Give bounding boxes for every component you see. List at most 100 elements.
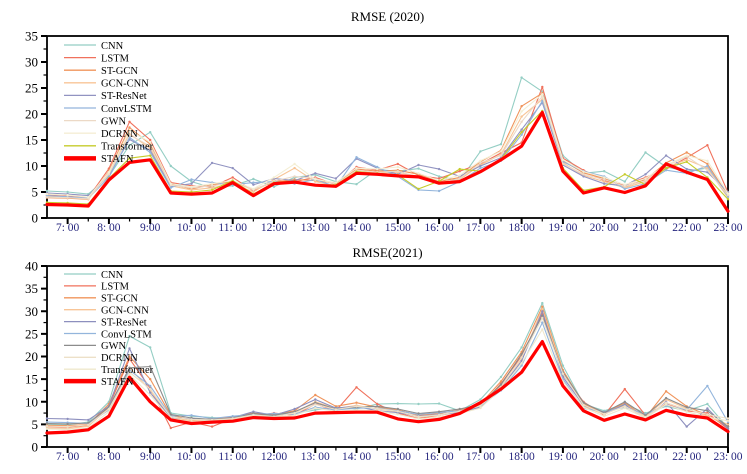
y-tick-label: 25 [25,81,38,96]
x-tick-label: 11: 00 [218,451,247,463]
legend-label-STAFN: STAFN [101,377,134,388]
legend-label-GWN: GWN [101,341,126,352]
y-tick-label: 30 [25,55,38,70]
x-tick-label: 22: 00 [672,222,701,234]
legend-item-ConvLSTM: ConvLSTM [64,104,152,115]
legend-label-DCRNN: DCRNN [101,129,138,140]
line-GWN [46,95,729,200]
legend-item-LSTM: LSTM [64,282,130,293]
legend-item-GCN-CNN: GCN-CNN [64,306,149,317]
legend-item-ST-ResNet: ST-ResNet [64,91,147,102]
x-tick-label: 8: 00 [97,451,121,463]
legend-item-DCRNN: DCRNN [64,129,138,140]
legend-item-ST-GCN: ST-GCN [64,66,138,77]
y-tick-label: 20 [25,349,38,364]
x-tick-label: 20: 00 [590,222,619,234]
x-tick-label: 9:00 [140,222,161,234]
y-tick-label: 10 [25,394,38,409]
legend-label-ST-ResNet: ST-ResNet [101,317,147,328]
y-tick-label: 40 [25,259,38,274]
legend-label-GWN: GWN [101,116,126,127]
y-tick-label: 20 [25,107,38,122]
y-tick-label: 0 [32,211,39,226]
legend-item-DCRNN: DCRNN [64,353,138,364]
x-tick-label: 9:00 [140,451,161,463]
x-tick-label: 17: 00 [466,451,495,463]
legend-item-GCN-CNN: GCN-CNN [64,79,149,90]
x-tick-label: 15:00 [385,222,411,234]
y-tick-label: 35 [25,29,38,44]
legend: CNNLSTMST-GCNGCN-CNNST-ResNetConvLSTMGWN… [64,270,154,388]
x-tick-label: 20: 00 [590,451,619,463]
legend-label-LSTM: LSTM [101,282,130,293]
chart-2021: 0 5 10 15 20 25 30 35 40 7: 00 8: 00 9:00 10: 00 11: … [25,259,743,464]
legend-label-DCRNN: DCRNN [101,353,138,364]
chart-title-2020: RMSE (2020) [350,9,425,24]
x-tick-label: 23: 00 [713,222,742,234]
legend-label-GCN-CNN: GCN-CNN [101,306,149,317]
x-tick-label: 7: 00 [56,222,80,234]
y-tick-label: 10 [25,159,38,174]
legend-label-CNN: CNN [101,41,124,52]
legend-item-STAFN: STAFN [64,377,134,388]
legend-label-LSTM: LSTM [101,53,130,64]
y-tick-label: 15 [25,372,38,387]
x-tick-label: 7: 00 [56,451,80,463]
legend-label-Transformer: Transformer [101,365,154,376]
x-tick-label: 17: 00 [466,222,495,234]
legend-item-ST-GCN: ST-GCN [64,294,138,305]
y-tick-label: 5 [32,185,39,200]
chart-title-2021: RMSE(2021) [352,245,423,260]
chart-2020: 0 5 10 15 20 25 30 35 7: 00 8: 00 9:00 10: 00 11: 00… [25,29,743,235]
legend-item-Transformer: Transformer [64,142,154,153]
legend-item-CNN: CNN [64,41,124,52]
legend-item-GWN: GWN [64,341,126,352]
legend-label-ST-GCN: ST-GCN [101,294,138,305]
line-ST-GCN [46,306,729,428]
legend-item-LSTM: LSTM [64,53,130,64]
x-tick-label: 18:00 [509,451,535,463]
x-tick-label: 18:00 [509,222,535,234]
markers-CNN [45,76,730,196]
legend-item-GWN: GWN [64,116,126,127]
legend-label-ConvLSTM: ConvLSTM [101,104,152,115]
x-tick-label: 21:00 [632,222,658,234]
x-tick-label: 11: 00 [218,222,247,234]
x-tick-label: 12:00 [261,222,287,234]
x-tick-label: 13: 00 [301,451,330,463]
line-Transformer [46,110,729,205]
plot-frame [46,265,729,448]
x-tick-label: 19: 00 [548,451,577,463]
line-STAFN [45,110,730,213]
legend-item-Transformer: Transformer [64,365,154,376]
legend-label-CNN: CNN [101,270,124,281]
y-tick-label: 30 [25,304,38,319]
legend-item-STAFN: STAFN [64,154,134,165]
x-tick-label: 14: 00 [342,451,371,463]
y-tick-label: 0 [32,440,39,455]
x-tick-label: 22: 00 [672,451,701,463]
legend-item-ConvLSTM: ConvLSTM [64,329,152,340]
legend-label-GCN-CNN: GCN-CNN [101,79,149,90]
y-tick-label: 15 [25,133,38,148]
line-Transformer [46,328,729,430]
line-DCRNN [46,317,729,428]
x-tick-label: 13: 00 [301,222,330,234]
x-tick-label: 10: 00 [177,222,206,234]
x-tick-label: 15:00 [385,451,411,463]
legend-label-Transformer: Transformer [101,142,154,153]
line-GWN [46,315,729,428]
x-tick-label: 19: 00 [548,222,577,234]
x-tick-label: 23: 00 [713,451,742,463]
x-tick-label: 21:00 [632,451,658,463]
x-tick-label: 10: 00 [177,451,206,463]
legend-item-CNN: CNN [64,270,124,281]
legend-label-STAFN: STAFN [101,154,134,165]
legend-item-ST-ResNet: ST-ResNet [64,317,147,328]
legend-label-ST-GCN: ST-GCN [101,66,138,77]
legend-label-ST-ResNet: ST-ResNet [101,91,147,102]
legend-label-ConvLSTM: ConvLSTM [101,329,152,340]
